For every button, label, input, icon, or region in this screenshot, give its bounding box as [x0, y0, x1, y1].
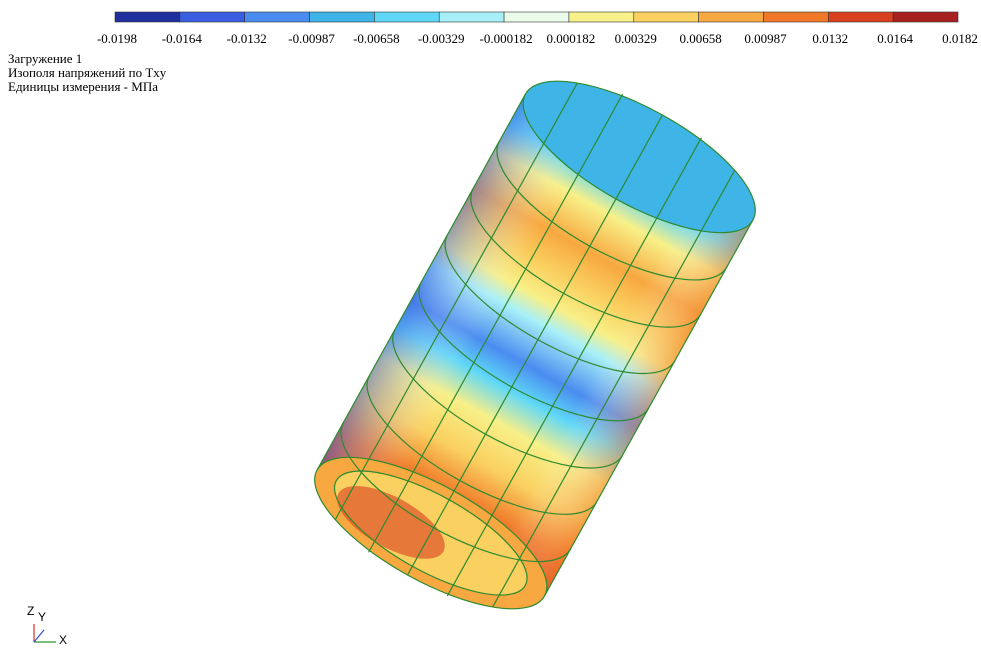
scale-label: 0.00658 [679, 31, 721, 46]
scale-cell [374, 12, 439, 22]
scale-cell [569, 12, 634, 22]
scale-label: -0.00987 [288, 31, 335, 46]
axis-z: Z [27, 604, 34, 618]
scale-cell [699, 12, 764, 22]
scale-label: -0.0132 [227, 31, 267, 46]
scale-cell [763, 12, 828, 22]
axis-x: X [59, 633, 67, 647]
scale-cell [439, 12, 504, 22]
scale-cell [115, 12, 180, 22]
scale-label: -0.0198 [97, 31, 137, 46]
scale-cell [180, 12, 245, 22]
scale-label: 0.0132 [812, 31, 848, 46]
scale-label: 0.00329 [615, 31, 657, 46]
scale-label: 0.0164 [877, 31, 913, 46]
color-scale: -0.0198 -0.0164 -0.0132 -0.00987 -0.00658 -0.… [97, 12, 978, 46]
scale-cell [310, 12, 375, 22]
load-case: Загружение 1 [8, 51, 82, 66]
units: Единицы измерения - МПа [8, 79, 158, 94]
scale-cell [893, 12, 958, 22]
scale-cell [828, 12, 893, 22]
viewport: -0.0198 -0.0164 -0.0132 -0.00987 -0.00658 -0.… [0, 0, 981, 648]
scale-cell [634, 12, 699, 22]
axis-y: Y [38, 610, 46, 624]
scale-label: 0.000182 [547, 31, 596, 46]
scale-label: -0.00658 [353, 31, 400, 46]
scale-label: -0.000182 [480, 31, 533, 46]
scale-cell [245, 12, 310, 22]
scale-label: 0.00987 [744, 31, 787, 46]
scale-label: -0.0164 [162, 31, 203, 46]
scale-label: -0.00329 [418, 31, 465, 46]
cylinder-model [294, 52, 776, 638]
field-name: Изополя напряжений по Txy [8, 65, 167, 80]
scale-label: 0.0182 [942, 31, 978, 46]
scale-cell [504, 12, 569, 22]
axis-triad: Z Y X [27, 604, 67, 647]
